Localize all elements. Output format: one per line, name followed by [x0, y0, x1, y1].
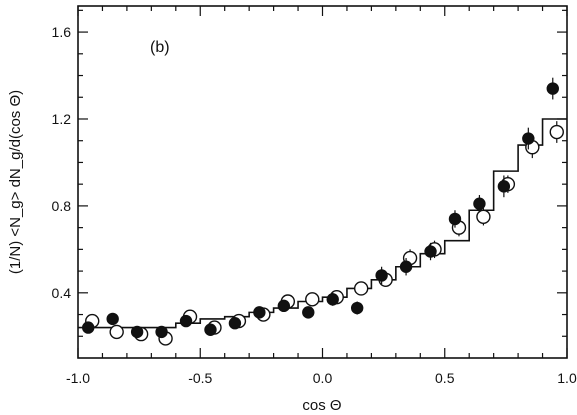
filled-point — [326, 293, 339, 306]
x-axis-label: cos Θ — [302, 397, 341, 414]
filled-point — [130, 325, 144, 339]
filled-point — [350, 301, 364, 315]
y-tick-label: 1.2 — [52, 111, 72, 127]
filled-point — [228, 317, 242, 330]
open-point — [109, 324, 124, 340]
filled-point — [448, 212, 462, 226]
x-tick-label: -1.0 — [66, 370, 90, 386]
x-tick-label: 1.0 — [557, 370, 577, 386]
filled-point — [106, 312, 119, 326]
filled-point — [497, 180, 511, 193]
filled-point — [82, 321, 95, 334]
axis-ticks — [77, 6, 568, 358]
x-tick-label: 0.5 — [435, 370, 455, 386]
filled-point — [424, 245, 437, 258]
filled-point — [155, 325, 168, 339]
data-points — [82, 77, 564, 346]
y-tick-label: 0.4 — [52, 285, 72, 301]
open-point — [549, 124, 564, 140]
filled-point — [473, 197, 486, 210]
open-point — [353, 281, 369, 296]
filled-point — [302, 306, 315, 319]
filled-point — [522, 132, 535, 145]
filled-point — [375, 269, 388, 282]
y-axis-label: (1/N) <N_g> dN_g/d(cos Θ) — [7, 90, 24, 274]
open-point — [476, 209, 491, 224]
y-tick-label: 1.6 — [52, 24, 72, 40]
filled-point — [179, 314, 193, 328]
filled-point — [253, 306, 266, 319]
x-tick-label: 0.0 — [313, 370, 333, 386]
filled-point — [204, 323, 217, 336]
panel-label: (b) — [150, 39, 170, 56]
filled-point — [399, 260, 413, 273]
y-tick-labels: 0.4 0.8 1.2 1.6 — [52, 24, 72, 301]
filled-point — [546, 82, 559, 95]
y-tick-label: 0.8 — [52, 198, 72, 214]
open-point — [305, 292, 320, 307]
x-tick-label: -0.5 — [188, 370, 212, 386]
x-tick-labels: -1.0 -0.5 0.0 0.5 1.0 — [66, 370, 577, 386]
filled-point — [277, 299, 291, 313]
histogram-step-line — [78, 118, 567, 329]
